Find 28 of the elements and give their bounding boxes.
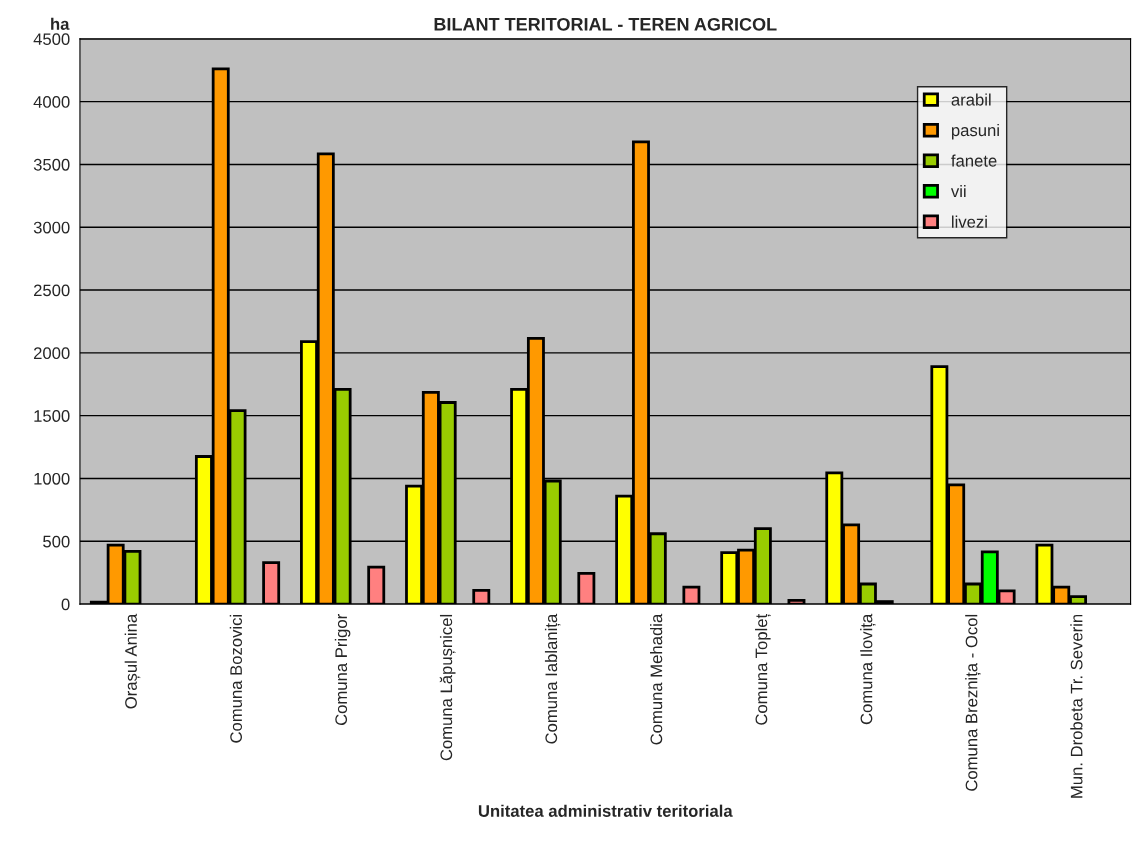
x-tick-label: Comuna Breznița - Ocol	[965, 614, 981, 791]
x-tick-label: Comuna Prigor	[334, 614, 351, 726]
x-tick-label: Comuna Mehadia	[650, 613, 663, 745]
chart-title: BILANT TERITORIAL - TEREN AGRICOL	[434, 17, 777, 31]
legend-label: vii	[950, 185, 966, 198]
y-axis-title: ha	[51, 17, 70, 30]
x-axis-title: Unitatea administrativ teritoriala	[478, 804, 733, 817]
x-tick-label: Comuna Ilovița	[860, 613, 876, 725]
y-tick-label: 3500	[33, 158, 70, 171]
x-tick-label: Comuna Lăpușnicel	[439, 614, 456, 761]
legend-label: pasuni	[951, 123, 999, 140]
y-tick-label: 500	[43, 535, 70, 548]
x-tick-label: Comuna Iablanița	[544, 613, 561, 744]
x-tick-label: Comuna Bozovici	[229, 614, 243, 743]
y-tick-label: 1000	[34, 472, 70, 485]
x-tick-label: Orașul Anina	[124, 613, 141, 709]
y-tick-label: 2500	[33, 284, 70, 297]
x-tick-label: Mun. Drobeta Tr. Severin	[1070, 614, 1083, 798]
y-tick-label: 2000	[33, 347, 70, 360]
y-tick-label: 4000	[33, 96, 70, 108]
y-tick-label: 4500	[33, 33, 70, 46]
y-tick-label: 1500	[34, 410, 70, 422]
y-tick-label: 0	[61, 598, 70, 611]
legend-label: livezi	[952, 215, 987, 228]
x-tick-label: Comuna Topleț	[755, 613, 771, 725]
legend-label: fanete	[951, 154, 997, 167]
legend-label: arabil	[951, 93, 991, 106]
y-tick-label: 3000	[33, 221, 70, 234]
